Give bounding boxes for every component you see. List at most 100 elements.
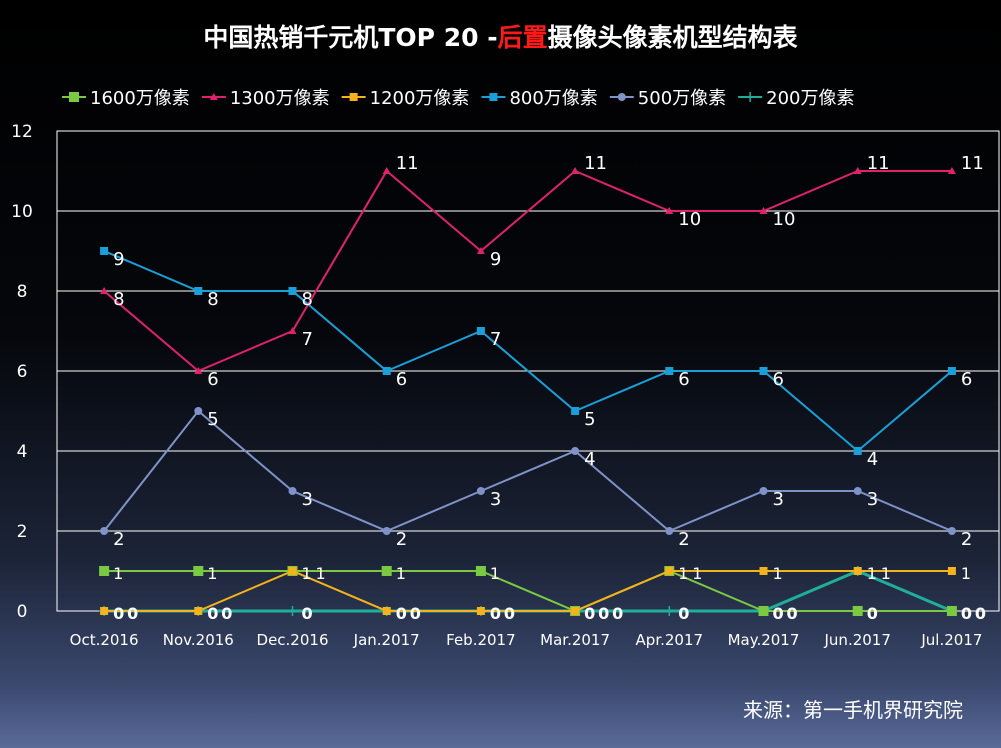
data-point [193, 566, 204, 576]
data-label: 1 [881, 564, 891, 583]
legend-label: 1600万像素 [90, 88, 190, 109]
x-tick-label: Dec.2016 [257, 631, 329, 649]
data-label: 0 [302, 604, 313, 623]
legend-label: 200万像素 [766, 88, 854, 109]
data-point [288, 487, 297, 495]
data-label: 1 [302, 564, 312, 583]
data-label: 4 [584, 449, 595, 470]
data-label: 9 [490, 249, 501, 270]
data-label: 1 [490, 564, 500, 583]
data-label: 1 [773, 564, 783, 583]
data-point [947, 527, 956, 535]
x-tick-label: May.2017 [728, 631, 800, 649]
data-label: 9 [113, 249, 124, 270]
data-point [476, 607, 485, 615]
y-tick-label: 8 [17, 282, 28, 302]
data-label: 2 [113, 529, 124, 550]
data-label: 8 [207, 289, 218, 310]
data-point [759, 567, 768, 575]
data-point [665, 207, 674, 214]
data-point [476, 247, 485, 254]
data-point [382, 167, 391, 174]
data-point [194, 287, 203, 295]
data-label: 6 [961, 369, 972, 390]
x-tick-label: Mar.2017 [540, 631, 610, 649]
x-tick-label: Oct.2016 [70, 631, 139, 649]
data-point [665, 567, 674, 575]
legend-label: 800万像素 [509, 88, 597, 109]
data-point [665, 527, 674, 535]
data-label: 11 [961, 153, 984, 174]
y-tick-label: 2 [17, 522, 28, 542]
data-point [288, 567, 297, 575]
x-tick-label: Jul.2017 [920, 631, 982, 649]
data-point [617, 93, 626, 101]
data-label: 0 [773, 604, 784, 623]
legend-label: 1300万像素 [230, 88, 330, 109]
data-label: 0 [490, 604, 501, 623]
data-label: 10 [773, 209, 796, 230]
data-point [100, 607, 109, 615]
data-point [571, 407, 580, 415]
data-point [100, 247, 109, 255]
data-point [852, 606, 863, 616]
data-point [571, 607, 580, 615]
data-point [664, 606, 675, 616]
data-point [194, 407, 203, 415]
title-highlight: 后置 [497, 23, 548, 52]
title-suffix: 摄像头像素机型结构表 [547, 23, 798, 52]
data-point [382, 527, 391, 535]
data-label: 11 [867, 153, 890, 174]
data-label: 1 [678, 564, 688, 583]
data-label: 2 [961, 529, 972, 550]
data-point [946, 606, 957, 616]
y-tick-label: 6 [17, 362, 28, 382]
chart-title: 中国热销千元机TOP 20 -后置摄像头像素机型结构表 [0, 18, 1001, 54]
x-tick-label: Jan.2017 [353, 631, 420, 649]
data-label: 0 [975, 604, 986, 623]
data-label: 2 [396, 529, 407, 550]
data-label: 0 [787, 604, 798, 623]
data-point [288, 327, 297, 334]
data-point [758, 606, 769, 616]
data-point [382, 367, 391, 375]
data-label: 0 [207, 604, 218, 623]
data-point [745, 92, 756, 102]
data-label: 1 [207, 564, 217, 583]
data-label: 3 [302, 489, 313, 510]
data-label: 5 [584, 409, 595, 430]
data-label: 1 [867, 564, 877, 583]
data-point [759, 207, 768, 214]
data-point [476, 327, 485, 335]
data-label: 7 [302, 329, 313, 350]
data-label: 10 [678, 209, 701, 230]
x-tick-label: Feb.2017 [446, 631, 516, 649]
data-point [382, 607, 391, 615]
data-label: 0 [127, 604, 138, 623]
data-label: 0 [221, 604, 232, 623]
data-point [209, 93, 218, 100]
series-line-0 [104, 569, 952, 613]
data-label: 7 [490, 329, 501, 350]
data-label: 0 [867, 604, 878, 623]
y-tick-label: 4 [17, 442, 28, 462]
data-point [947, 367, 956, 375]
data-point [100, 527, 109, 535]
data-point [194, 607, 203, 615]
data-point [489, 93, 498, 101]
data-label: 8 [302, 289, 313, 310]
data-label: 6 [396, 369, 407, 390]
data-label: 8 [113, 289, 124, 310]
data-label: 0 [961, 604, 972, 623]
legend-label: 500万像素 [638, 88, 726, 109]
data-label: 5 [207, 409, 218, 430]
series-line-1 [103, 169, 952, 373]
data-point [947, 567, 956, 575]
series-line-2 [104, 569, 952, 612]
data-label: 1 [961, 564, 971, 583]
data-label: 1 [113, 564, 123, 583]
y-tick-label: 10 [11, 202, 33, 222]
data-label: 4 [867, 449, 878, 470]
data-label: 6 [678, 369, 689, 390]
